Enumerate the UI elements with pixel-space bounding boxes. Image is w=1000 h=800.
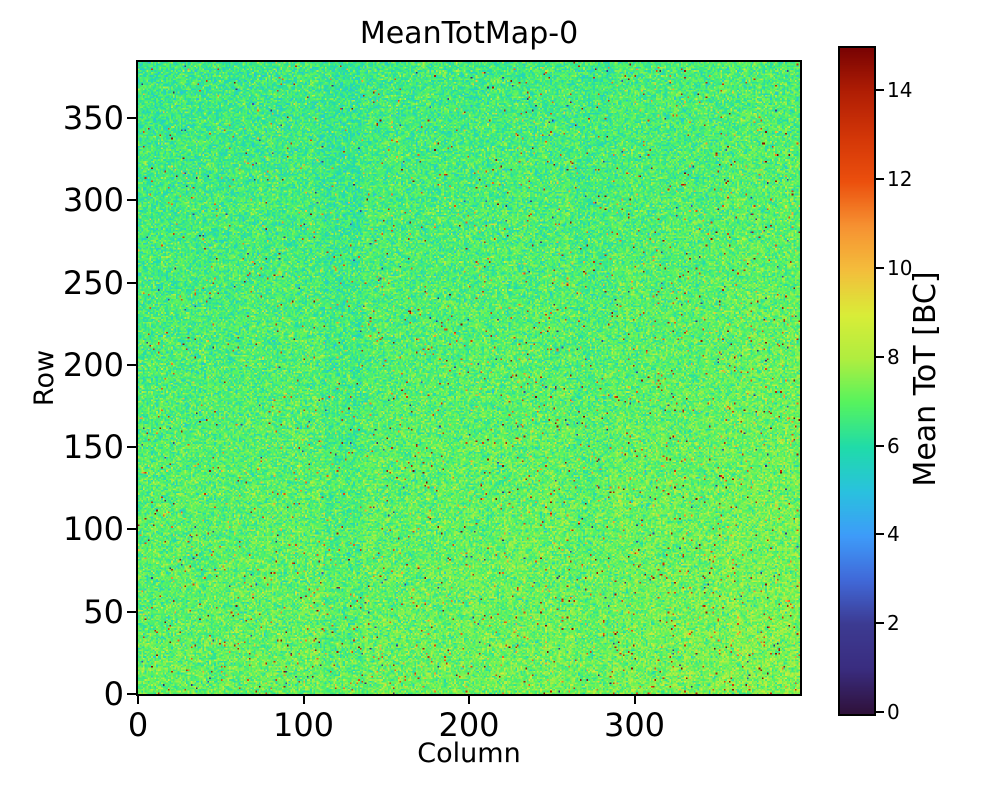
y-tick-mark <box>127 281 136 284</box>
colorbar-tick-label: 10 <box>887 256 913 280</box>
heatmap-canvas <box>138 62 800 694</box>
colorbar-tick-mark <box>876 622 884 625</box>
x-tick-label: 200 <box>438 706 500 744</box>
y-tick-label: 100 <box>62 510 124 549</box>
colorbar-tick-mark <box>876 533 884 536</box>
colorbar-tick-label: 0 <box>887 700 900 724</box>
y-tick-mark <box>127 116 136 119</box>
colorbar-tick-label: 12 <box>887 167 913 192</box>
colorbar-tick-mark <box>876 89 884 92</box>
y-axis-label: Row <box>29 349 60 407</box>
y-tick-mark <box>127 693 136 695</box>
y-tick-label: 250 <box>62 263 124 302</box>
y-tick-mark <box>127 528 136 531</box>
y-tick-label: 350 <box>62 98 124 137</box>
colorbar-tick-label: 8 <box>887 344 900 369</box>
y-tick-label: 200 <box>62 345 124 384</box>
colorbar-tick-mark <box>876 444 884 447</box>
x-axis-label: Column <box>417 738 521 769</box>
colorbar-tick-mark <box>876 711 884 713</box>
colorbar-tick-mark <box>876 267 884 269</box>
y-tick-label: 300 <box>62 181 124 220</box>
y-tick-mark <box>127 363 136 366</box>
colorbar-label: Mean ToT [BC] <box>908 271 943 487</box>
y-tick-mark <box>127 446 136 449</box>
x-tick-label: 300 <box>603 706 666 744</box>
y-tick-label: 0 <box>103 675 124 713</box>
y-tick-mark <box>127 610 136 613</box>
x-tick-mark <box>302 695 305 704</box>
heatmap-plot-area <box>136 60 802 696</box>
colorbar-tick-label: 2 <box>887 611 900 636</box>
colorbar-tick-mark <box>876 178 884 181</box>
y-tick-label: 150 <box>62 428 124 467</box>
colorbar-tick-label: 4 <box>887 522 900 547</box>
x-tick-mark <box>468 695 470 704</box>
colorbar-tick-mark <box>876 355 884 358</box>
y-tick-label: 50 <box>83 592 124 631</box>
x-tick-mark <box>633 695 636 704</box>
y-tick-mark <box>127 199 136 202</box>
colorbar-canvas <box>840 48 874 714</box>
x-tick-mark <box>137 695 139 704</box>
chart-title: MeanTotMap-0 <box>359 16 579 51</box>
x-tick-label: 100 <box>272 706 335 744</box>
colorbar-tick-label: 6 <box>887 433 900 458</box>
x-tick-label: 0 <box>127 706 149 744</box>
colorbar-tick-label: 14 <box>887 78 913 103</box>
colorbar <box>838 46 876 716</box>
